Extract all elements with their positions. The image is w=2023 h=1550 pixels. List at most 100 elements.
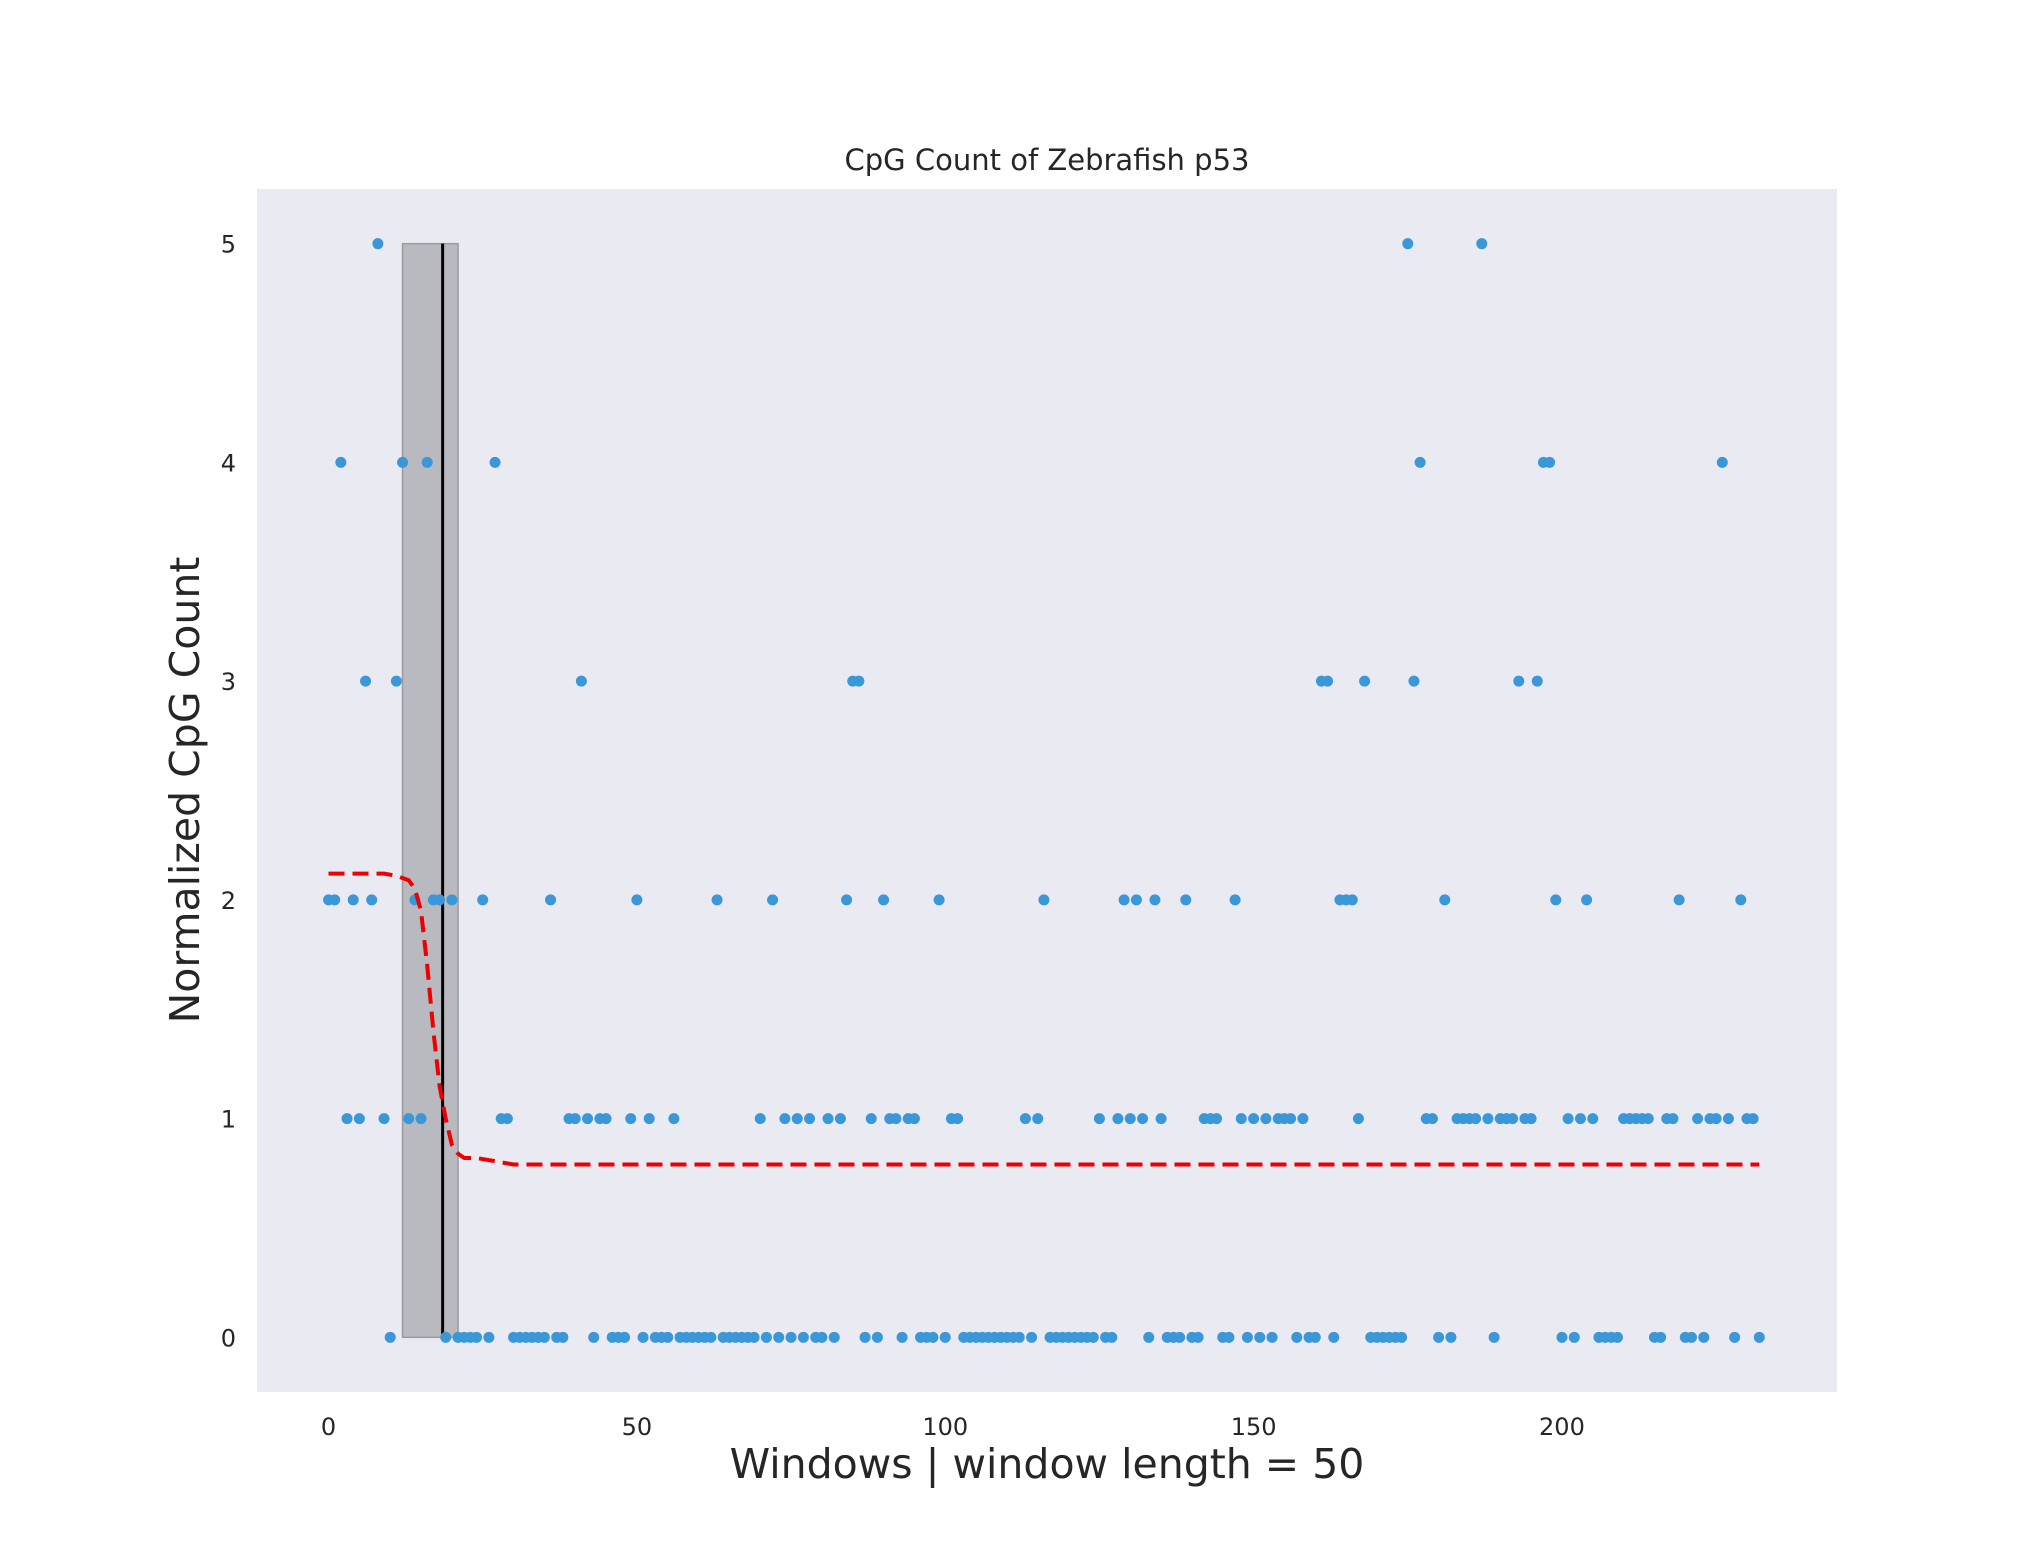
data-point xyxy=(748,1331,760,1343)
data-point xyxy=(1087,1331,1099,1343)
y-tick-label: 1 xyxy=(221,1106,236,1134)
data-point xyxy=(397,456,409,468)
data-point xyxy=(785,1331,797,1343)
data-point xyxy=(347,894,359,906)
data-point xyxy=(575,675,587,687)
data-point xyxy=(1402,238,1414,250)
data-point xyxy=(1698,1331,1710,1343)
data-point xyxy=(637,1331,649,1343)
data-point xyxy=(933,894,945,906)
data-point xyxy=(1507,1113,1519,1125)
data-point xyxy=(939,1331,951,1343)
data-point xyxy=(1112,1113,1124,1125)
data-point xyxy=(501,1113,513,1125)
data-point xyxy=(384,1331,396,1343)
data-point xyxy=(804,1113,816,1125)
data-point xyxy=(557,1331,569,1343)
data-point xyxy=(662,1331,674,1343)
data-point xyxy=(1747,1113,1759,1125)
data-point xyxy=(1032,1113,1044,1125)
data-point xyxy=(1710,1113,1722,1125)
data-point xyxy=(446,894,458,906)
data-point xyxy=(538,1331,550,1343)
data-point xyxy=(1149,894,1161,906)
highlight-band xyxy=(401,242,459,1339)
y-tick-label: 2 xyxy=(221,887,236,915)
data-point xyxy=(1550,894,1562,906)
data-point xyxy=(705,1331,717,1343)
data-point xyxy=(372,238,384,250)
data-point xyxy=(1346,894,1358,906)
data-point xyxy=(569,1113,581,1125)
data-point xyxy=(1470,1113,1482,1125)
data-point xyxy=(1118,894,1130,906)
data-point xyxy=(1019,1113,1031,1125)
data-point xyxy=(360,675,372,687)
data-point xyxy=(588,1331,600,1343)
data-point xyxy=(1439,894,1451,906)
data-point xyxy=(1544,456,1556,468)
data-point xyxy=(1223,1331,1235,1343)
data-point xyxy=(1106,1331,1118,1343)
data-point xyxy=(353,1113,365,1125)
data-point xyxy=(1581,894,1593,906)
plot-area xyxy=(257,189,1837,1392)
data-point xyxy=(643,1113,655,1125)
data-point xyxy=(1655,1331,1667,1343)
data-point xyxy=(1488,1331,1500,1343)
data-point xyxy=(1482,1113,1494,1125)
data-point xyxy=(421,456,433,468)
chart-title: CpG Count of Zebrafish p53 xyxy=(845,143,1250,177)
y-tick-labels: 0 1 2 3 4 5 xyxy=(221,231,236,1353)
data-point xyxy=(834,1113,846,1125)
x-tick-label: 100 xyxy=(922,1413,968,1441)
data-point xyxy=(1322,675,1334,687)
data-point xyxy=(908,1113,920,1125)
data-point xyxy=(896,1331,908,1343)
x-tick-label: 0 xyxy=(321,1413,336,1441)
data-point xyxy=(1266,1331,1278,1343)
data-point xyxy=(415,1113,427,1125)
data-point xyxy=(1433,1331,1445,1343)
data-point xyxy=(1513,675,1525,687)
data-point xyxy=(1673,894,1685,906)
data-point xyxy=(434,894,446,906)
data-point xyxy=(1309,1331,1321,1343)
data-point xyxy=(1260,1113,1272,1125)
x-tick-label: 150 xyxy=(1231,1413,1277,1441)
data-point xyxy=(668,1113,680,1125)
data-point xyxy=(841,894,853,906)
data-point xyxy=(1445,1331,1457,1343)
data-point xyxy=(853,675,865,687)
x-tick-label: 50 xyxy=(622,1413,653,1441)
data-point xyxy=(1192,1331,1204,1343)
data-point xyxy=(754,1113,766,1125)
data-point xyxy=(1426,1113,1438,1125)
data-point xyxy=(1722,1113,1734,1125)
data-point xyxy=(619,1331,631,1343)
data-point xyxy=(1692,1113,1704,1125)
data-point xyxy=(773,1331,785,1343)
data-point xyxy=(1026,1331,1038,1343)
y-tick-label: 3 xyxy=(221,668,236,696)
data-point xyxy=(1093,1113,1105,1125)
data-point xyxy=(779,1113,791,1125)
data-point xyxy=(1574,1113,1586,1125)
data-point xyxy=(878,894,890,906)
data-point xyxy=(1248,1113,1260,1125)
data-point xyxy=(403,1113,415,1125)
data-point xyxy=(1124,1113,1136,1125)
data-point xyxy=(1568,1331,1580,1343)
data-point xyxy=(952,1113,964,1125)
data-point xyxy=(1735,894,1747,906)
data-point xyxy=(1143,1331,1155,1343)
data-point xyxy=(1174,1331,1186,1343)
data-point xyxy=(1562,1113,1574,1125)
data-point xyxy=(890,1113,902,1125)
data-point xyxy=(329,894,341,906)
data-point xyxy=(1297,1113,1309,1125)
data-point xyxy=(341,1113,353,1125)
scatter-points-layer xyxy=(323,238,1765,1343)
data-point xyxy=(390,675,402,687)
